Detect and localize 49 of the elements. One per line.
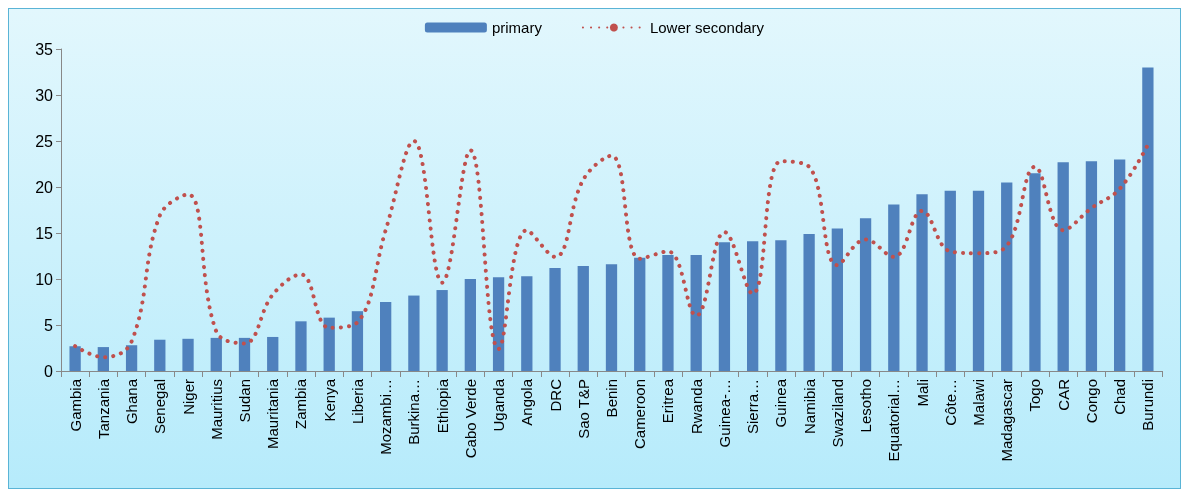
y-tick-label: 15 bbox=[35, 224, 54, 242]
x-tick-label: Lesotho bbox=[857, 379, 875, 433]
x-tick-label: Cameroon bbox=[631, 379, 649, 450]
x-tick-label: Burkina… bbox=[405, 379, 423, 445]
x-tick-label: CAR bbox=[1054, 378, 1072, 411]
x-tick-label: Liberia bbox=[348, 378, 366, 425]
x-tick-label: Sao T&P bbox=[574, 379, 592, 439]
x-tick-label: Guinea bbox=[772, 378, 790, 428]
x-tick-label: Tanzania bbox=[94, 378, 112, 440]
x-tick-label: Mozambi… bbox=[377, 379, 395, 455]
x-tick-label: Guinea-… bbox=[715, 379, 733, 448]
x-tick-label: Mauritius bbox=[207, 379, 225, 440]
y-tick-label: 35 bbox=[35, 40, 54, 58]
x-tick-label: Mali bbox=[913, 379, 931, 407]
x-tick-label: Angola bbox=[518, 378, 536, 426]
x-tick-label: Rwanda bbox=[687, 378, 705, 435]
x-tick-label: Zambia bbox=[292, 378, 310, 430]
x-tick-label: DRC bbox=[546, 378, 564, 412]
x-tick-label: Swaziland bbox=[828, 379, 846, 448]
x-tick-label: Eritrea bbox=[659, 378, 677, 424]
y-tick-label: 30 bbox=[35, 86, 54, 104]
y-tick-label: 0 bbox=[44, 362, 54, 380]
x-tick-label: Equatorial… bbox=[885, 379, 903, 462]
x-tick-label: Namibia bbox=[800, 378, 818, 435]
x-tick-label: Cabo Verde bbox=[461, 379, 479, 459]
x-tick-label: Benin bbox=[603, 379, 620, 418]
x-tick-label: Niger bbox=[179, 379, 197, 415]
x-tick-label: Congo bbox=[1082, 379, 1100, 424]
y-tick-label: 5 bbox=[44, 316, 54, 334]
legend-label: primary bbox=[491, 19, 543, 36]
x-tick-label: Burundi bbox=[1139, 379, 1157, 431]
x-tick-label: Senegal bbox=[151, 379, 169, 435]
x-tick-label: Sierra… bbox=[744, 379, 762, 435]
y-tick-label: 25 bbox=[35, 132, 54, 150]
x-tick-label: Côte… bbox=[941, 379, 959, 426]
x-tick-label: Kenya bbox=[320, 378, 338, 422]
legend-label: Lower secondary bbox=[649, 19, 765, 36]
x-tick-label: Ghana bbox=[123, 378, 141, 425]
x-tick-label: Madagascar bbox=[998, 379, 1016, 462]
x-tick-label: Sudan bbox=[236, 379, 253, 423]
y-tick-label: 20 bbox=[35, 178, 54, 196]
x-tick-label: Mauritania bbox=[264, 378, 282, 450]
x-tick-label: Gambia bbox=[66, 378, 84, 432]
x-tick-label: Ethiopia bbox=[433, 378, 451, 434]
x-tick-label: Chad bbox=[1111, 379, 1129, 415]
x-tick-label: Togo bbox=[1026, 379, 1044, 412]
x-tick-label: Malawi bbox=[970, 379, 987, 426]
y-tick-label: 10 bbox=[35, 270, 54, 288]
x-tick-label: Uganda bbox=[490, 378, 508, 432]
